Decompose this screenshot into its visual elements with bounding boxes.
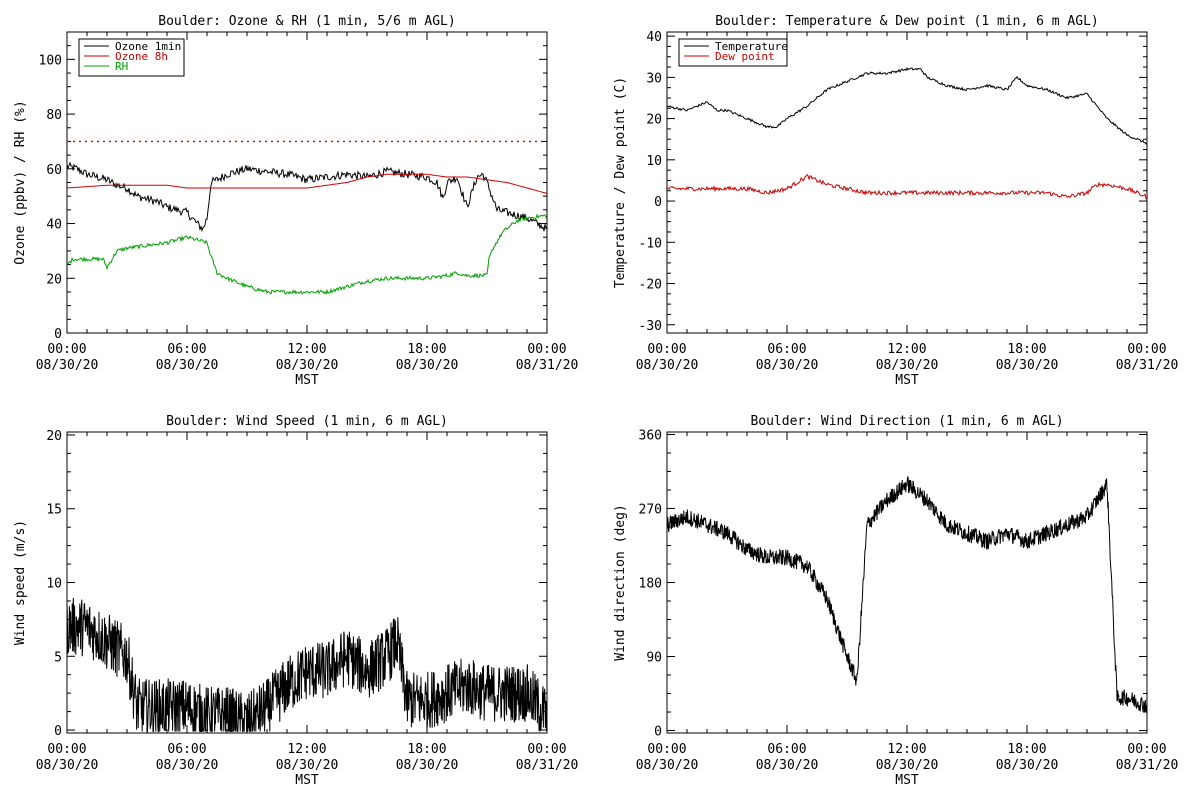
- y-tick-label: 5: [54, 650, 62, 665]
- x-tick-label: 18:00: [1007, 742, 1046, 757]
- x-tick-date: 08/31/20: [516, 358, 579, 373]
- y-tick-label: 0: [654, 195, 662, 210]
- x-tick-date: 08/30/20: [996, 758, 1059, 773]
- x-tick-date: 08/30/20: [756, 758, 819, 773]
- x-tick-date: 08/30/20: [756, 358, 819, 373]
- y-tick-label: 20: [46, 272, 62, 287]
- y-tick-label: 10: [646, 154, 662, 169]
- y-tick-label: 0: [54, 724, 62, 739]
- x-tick-date: 08/30/20: [396, 758, 459, 773]
- x-tick-date: 08/30/20: [36, 758, 99, 773]
- plot-frame: [666, 31, 1148, 334]
- y-tick-label: 20: [646, 113, 662, 128]
- x-tick-label: 00:00: [47, 742, 86, 757]
- x-tick-date: 08/30/20: [156, 758, 219, 773]
- x-tick-label: 00:00: [647, 742, 686, 757]
- x-tick-label: 18:00: [407, 342, 446, 357]
- y-tick-label: -30: [639, 319, 662, 334]
- y-tick-label: 90: [646, 651, 662, 666]
- x-tick-label: 12:00: [887, 742, 926, 757]
- y-tick-label: 0: [54, 327, 62, 342]
- legend-box: [78, 38, 185, 77]
- x-axis-label: MST: [295, 373, 319, 388]
- y-tick-label: 270: [639, 502, 662, 517]
- y-axis-label: Wind direction (deg): [613, 504, 628, 661]
- x-tick-date: 08/30/20: [876, 358, 939, 373]
- x-tick-date: 08/30/20: [276, 358, 339, 373]
- ozone-rh-panel: Boulder: Ozone & RH (1 min, 5/6 m AGL)00…: [13, 14, 578, 388]
- y-tick-label: -10: [639, 236, 662, 251]
- x-tick-date: 08/30/20: [636, 758, 699, 773]
- x-tick-label: 06:00: [767, 342, 806, 357]
- chart-title: Boulder: Ozone & RH (1 min, 5/6 m AGL): [158, 14, 455, 29]
- y-tick-label: -20: [639, 278, 662, 293]
- x-tick-label: 06:00: [167, 742, 206, 757]
- y-tick-label: 40: [646, 30, 662, 45]
- x-axis-label: MST: [295, 773, 319, 788]
- temperature-dewpoint-panel: Boulder: Temperature & Dew point (1 min,…: [613, 14, 1178, 388]
- chart-title: Boulder: Temperature & Dew point (1 min,…: [715, 14, 1099, 29]
- legend-box: [678, 38, 788, 67]
- y-tick-label: 15: [46, 503, 62, 518]
- x-axis-label: MST: [895, 773, 919, 788]
- x-tick-label: 12:00: [287, 742, 326, 757]
- y-tick-label: 0: [654, 725, 662, 740]
- x-tick-label: 18:00: [1007, 342, 1046, 357]
- chart-title: Boulder: Wind Speed (1 min, 6 m AGL): [166, 414, 448, 429]
- legend-entry: Temperature: [715, 40, 788, 53]
- x-tick-label: 00:00: [527, 342, 566, 357]
- x-tick-date: 08/30/20: [636, 358, 699, 373]
- x-tick-date: 08/30/20: [156, 358, 219, 373]
- plot-frame: [666, 431, 1148, 734]
- chart-title: Boulder: Wind Direction (1 min, 6 m AGL): [750, 414, 1063, 429]
- x-tick-label: 00:00: [1127, 742, 1166, 757]
- x-tick-date: 08/30/20: [396, 358, 459, 373]
- y-tick-label: 40: [46, 218, 62, 233]
- y-tick-label: 10: [46, 577, 62, 592]
- x-tick-label: 12:00: [287, 342, 326, 357]
- x-tick-label: 00:00: [1127, 342, 1166, 357]
- x-tick-date: 08/31/20: [1116, 758, 1179, 773]
- y-tick-label: 60: [46, 163, 62, 178]
- wind-direction-panel: Boulder: Wind Direction (1 min, 6 m AGL)…: [613, 414, 1178, 788]
- wind-speed-panel: Boulder: Wind Speed (1 min, 6 m AGL) 00:0…: [13, 414, 578, 788]
- x-tick-date: 08/31/20: [516, 758, 579, 773]
- series-dew-point: [667, 173, 1147, 200]
- x-tick-label: 00:00: [647, 342, 686, 357]
- series-rh: [67, 213, 547, 295]
- legend-entry: Ozone 8h: [115, 50, 168, 63]
- x-tick-date: 08/31/20: [1116, 358, 1179, 373]
- x-axis-label: MST: [895, 373, 919, 388]
- legend-entry: Dew point: [715, 50, 775, 63]
- y-tick-label: 30: [646, 71, 662, 86]
- series-line-3: [667, 475, 1147, 713]
- y-tick-label: 80: [46, 108, 62, 123]
- y-tick-label: 100: [39, 53, 62, 68]
- series-line-2: [67, 597, 547, 732]
- y-tick-label: 180: [639, 577, 662, 592]
- series-temperature: [667, 67, 1147, 145]
- y-axis-label: Wind speed (m/s): [13, 520, 28, 645]
- x-tick-date: 08/30/20: [276, 758, 339, 773]
- x-tick-label: 00:00: [527, 742, 566, 757]
- x-tick-date: 08/30/20: [876, 758, 939, 773]
- x-tick-date: 08/30/20: [996, 358, 1059, 373]
- x-tick-label: 06:00: [167, 342, 206, 357]
- series-ozone-1min: [67, 161, 547, 233]
- series-ozone-8h: [67, 173, 547, 194]
- y-axis-label: Temperature / Dew point (C): [613, 77, 628, 288]
- x-tick-date: 08/30/20: [36, 358, 99, 373]
- y-axis-label: Ozone (ppbv) / RH (%): [13, 100, 28, 264]
- legend-entry: RH: [115, 60, 128, 73]
- y-tick-label: 360: [639, 428, 662, 443]
- y-tick-label: 20: [46, 429, 62, 444]
- x-tick-label: 18:00: [407, 742, 446, 757]
- x-tick-label: 00:00: [47, 342, 86, 357]
- x-tick-label: 12:00: [887, 342, 926, 357]
- legend-entry: Ozone 1min: [115, 40, 181, 53]
- x-tick-label: 06:00: [767, 742, 806, 757]
